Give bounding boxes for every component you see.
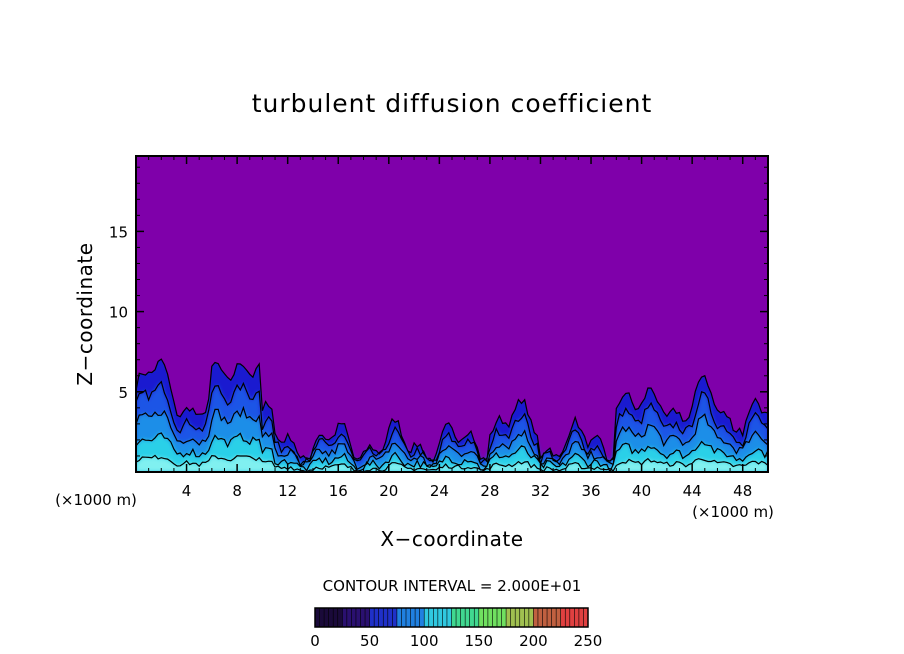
colorbar-swatch — [524, 608, 530, 627]
colorbar-tick-label-200: 200 — [519, 632, 548, 650]
colorbar-swatch — [355, 608, 361, 627]
colorbar-swatch — [406, 608, 411, 627]
colorbar-swatch — [547, 608, 552, 627]
colorbar-swatch — [578, 608, 584, 627]
colorbar-swatch — [378, 608, 384, 627]
x-unit-right: (×1000 m) — [692, 503, 774, 521]
colorbar-swatch — [574, 608, 580, 627]
colorbar-swatch — [519, 608, 525, 627]
colorbar-swatch — [510, 608, 516, 627]
y-tick-label-15: 15 — [109, 223, 128, 241]
y-axis-label: Z−coordinate — [73, 242, 97, 385]
x-tick-label-4: 4 — [182, 482, 192, 500]
colorbar-swatch — [478, 608, 484, 627]
colorbar-swatch — [365, 608, 370, 627]
colorbar-swatch — [360, 608, 366, 627]
colorbar-swatch — [346, 608, 352, 627]
colorbar-swatch — [324, 608, 329, 627]
colorbar-tick-label-250: 250 — [574, 632, 603, 650]
x-tick-label-36: 36 — [581, 482, 600, 500]
colorbar-swatch — [387, 608, 393, 627]
colorbar-swatch — [333, 608, 339, 627]
colorbar-tick-label-150: 150 — [464, 632, 493, 650]
colorbar-swatch — [533, 608, 539, 627]
colorbar-swatch — [446, 608, 452, 627]
plot-area — [135, 155, 769, 473]
colorbar-swatch — [551, 608, 557, 627]
colorbar-swatch — [565, 608, 571, 627]
colorbar-swatch — [560, 608, 566, 627]
x-axis: 4 8 12 16 20 24 28 32 36 40 44 48 — [148, 156, 756, 500]
x-tick-label-44: 44 — [683, 482, 702, 500]
x-tick-label-8: 8 — [232, 482, 242, 500]
colorbar-swatch — [487, 608, 493, 627]
colorbar-swatch — [419, 608, 425, 627]
colorbar-swatch — [469, 608, 475, 627]
x-tick-label-24: 24 — [430, 482, 449, 500]
colorbar-tick-label-0: 0 — [310, 632, 320, 650]
x-unit-left: (×1000 m) — [55, 491, 137, 509]
colorbar-swatch — [492, 608, 498, 627]
x-tick-label-20: 20 — [379, 482, 398, 500]
colorbar-tick-label-50: 50 — [360, 632, 379, 650]
colorbar-swatch — [583, 608, 589, 627]
colorbar-swatch — [351, 608, 357, 627]
colorbar-swatch — [410, 608, 416, 627]
colorbar-swatch — [319, 608, 325, 627]
colorbar-swatch — [401, 608, 407, 627]
colorbar-swatch — [337, 608, 343, 627]
colorbar-swatch — [396, 608, 402, 627]
colorbar-swatch — [392, 608, 398, 627]
colorbar-swatch — [456, 608, 461, 627]
x-tick-label-16: 16 — [329, 482, 348, 500]
colorbar-swatch — [374, 608, 379, 627]
colorbar-swatch — [415, 608, 420, 627]
colorbar-swatch — [433, 608, 439, 627]
x-tick-label-48: 48 — [733, 482, 752, 500]
colorbar-swatch — [442, 608, 448, 627]
colorbar-swatch — [315, 608, 320, 627]
x-tick-label-28: 28 — [480, 482, 499, 500]
colorbar-swatch — [424, 608, 430, 627]
x-tick-label-40: 40 — [632, 482, 651, 500]
colorbar-swatch — [501, 608, 507, 627]
colorbar-swatch — [542, 608, 548, 627]
x-axis-label: X−coordinate — [380, 527, 523, 551]
colorbar-swatch — [483, 608, 489, 627]
colorbar-frame — [314, 607, 589, 628]
colorbar-swatch — [437, 608, 443, 627]
colorbar-ticks: 0 50 100 150 200 250 — [310, 632, 602, 650]
colorbar-swatch — [342, 608, 348, 627]
contour-interval-label: CONTOUR INTERVAL = 2.000E+01 — [323, 577, 582, 595]
y-axis: 5 10 15 — [109, 166, 768, 457]
colorbar-swatch — [383, 608, 389, 627]
colorbar-swatch — [556, 608, 561, 627]
contour-lines — [136, 358, 768, 472]
colorbar-swatch — [537, 608, 543, 627]
colorbar-swatch — [506, 608, 511, 627]
chart-title: turbulent diffusion coefficient — [252, 89, 653, 118]
colorbar-swatch — [515, 608, 521, 627]
colorbar-swatch — [328, 608, 334, 627]
field-layer-3 — [136, 407, 768, 472]
colorbar-swatch — [569, 608, 575, 627]
colorbar-swatch — [465, 608, 470, 627]
colorbar-swatch — [528, 608, 534, 627]
x-tick-label-12: 12 — [278, 482, 297, 500]
colorbar-swatch — [428, 608, 434, 627]
colorbar-swatch — [460, 608, 466, 627]
colorbar-swatch — [497, 608, 502, 627]
colorbar-swatch — [451, 608, 457, 627]
colorbar-swatch — [369, 608, 375, 627]
y-tick-label-5: 5 — [118, 384, 128, 402]
colorbar — [314, 607, 589, 628]
x-tick-label-32: 32 — [531, 482, 550, 500]
colorbar-swatch — [474, 608, 480, 627]
colorbar-tick-label-100: 100 — [410, 632, 439, 650]
y-tick-label-10: 10 — [109, 304, 128, 322]
